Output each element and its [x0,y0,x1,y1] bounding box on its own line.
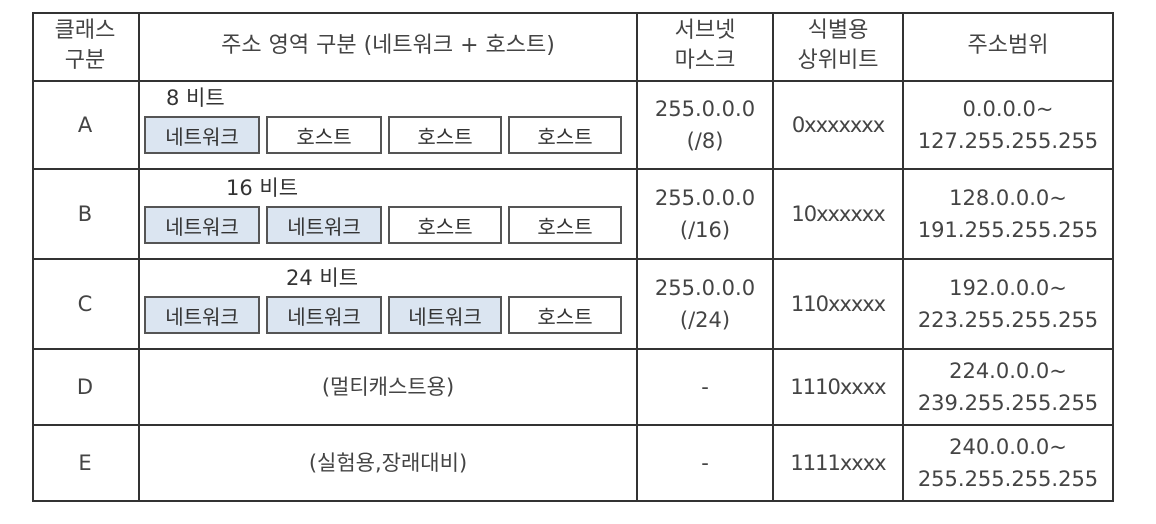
column-divider [138,12,140,502]
subnet-mask-e: - [701,451,709,475]
ip-class-table: 클래스 구분 주소 영역 구분 (네트워크 + 호스트) 서브넷 마스크 식별용… [32,12,1114,502]
address-range-e-start: 240.0.0.0~ [949,435,1067,459]
subnet-mask-b: 255.0.0.0 (/16) [638,170,772,258]
header-idbits-line1: 식별용 [807,18,869,43]
subnet-mask-c-prefix: (/24) [679,308,731,332]
address-area-b: 16 비트 네트워크 네트워크 호스트 호스트 [140,172,634,260]
header-idbits-line2: 상위비트 [797,48,879,73]
host-box: 호스트 [508,206,622,244]
address-range-e: 240.0.0.0~ 255.255.255.255 [904,426,1112,500]
host-box: 호스트 [388,116,502,154]
network-box: 네트워크 [144,296,260,334]
address-area-note-d: (멀티캐스트용) [321,375,455,399]
address-range-d-start: 224.0.0.0~ [949,359,1067,383]
address-range-d-end: 239.255.255.255 [917,391,1099,415]
address-range-e-end: 255.255.255.255 [917,467,1099,491]
column-divider [636,12,638,502]
table-border-left [32,12,34,502]
host-box: 호스트 [388,206,502,244]
host-box: 호스트 [266,116,382,154]
subnet-mask-d: - [701,375,709,399]
network-box: 네트워크 [144,206,260,244]
id-bits-b: 10xxxxxx [791,202,885,226]
subnet-mask-c-value: 255.0.0.0 [654,276,756,300]
address-range-a: 0.0.0.0~ 127.255.255.255 [904,82,1112,168]
subnet-mask-a-value: 255.0.0.0 [654,97,756,121]
address-range-d: 224.0.0.0~ 239.255.255.255 [904,350,1112,424]
id-bits-d: 1110xxxx [790,375,886,399]
address-range-c-end: 223.255.255.255 [917,308,1099,332]
subnet-mask-a: 255.0.0.0 (/8) [638,82,772,168]
network-box: 네트워크 [388,296,502,334]
header-class-line1: 클래스 [54,18,116,43]
class-label-e: E [78,451,92,475]
id-bits-e: 1111xxxx [790,451,886,475]
column-divider [902,12,904,502]
id-bits-c: 110xxxxx [790,292,886,316]
address-range-a-end: 127.255.255.255 [917,129,1099,153]
subnet-mask-a-prefix: (/8) [686,129,724,153]
header-subnet-line2: 마스크 [674,48,736,73]
row-divider [32,424,1114,426]
row-divider [32,258,1114,260]
class-label-d: D [76,375,94,399]
subnet-mask-b-value: 255.0.0.0 [654,186,756,210]
id-bits-a: 0xxxxxxx [791,113,885,137]
host-box: 호스트 [508,296,622,334]
network-box: 네트워크 [144,116,260,154]
bit-count-a: 8 비트 [166,86,225,110]
address-range-c-start: 192.0.0.0~ [949,276,1067,300]
address-range-c: 192.0.0.0~ 223.255.255.255 [904,260,1112,348]
header-id-bits: 식별용 상위비트 [774,12,902,80]
header-address-range: 주소범위 [967,33,1049,58]
column-divider [772,12,774,502]
address-area-a: 8 비트 네트워크 호스트 호스트 호스트 [140,82,634,170]
address-range-a-start: 0.0.0.0~ [962,97,1054,121]
header-subnet-line1: 서브넷 [674,18,736,43]
address-area-c: 24 비트 네트워크 네트워크 네트워크 호스트 [140,262,634,350]
bit-count-c: 24 비트 [286,266,359,290]
address-range-b: 128.0.0.0~ 191.255.255.255 [904,170,1112,258]
table-border-bottom [32,500,1114,502]
subnet-mask-c: 255.0.0.0 (/24) [638,260,772,348]
class-label-c: C [77,292,93,316]
table-border-top [32,12,1114,14]
host-box: 호스트 [508,116,622,154]
address-area-note-e: (실험용,장래대비) [308,451,468,475]
row-divider [32,168,1114,170]
network-box: 네트워크 [266,206,382,244]
network-box: 네트워크 [266,296,382,334]
address-range-b-end: 191.255.255.255 [917,218,1099,242]
bit-count-b: 16 비트 [226,176,299,200]
address-range-b-start: 128.0.0.0~ [949,186,1067,210]
class-label-a: A [77,113,93,137]
header-subnet-mask: 서브넷 마스크 [638,12,772,80]
table-border-right [1112,12,1114,502]
header-class: 클래스 구분 [32,12,138,80]
header-class-line2: 구분 [64,48,106,73]
header-divider [32,80,1114,82]
subnet-mask-b-prefix: (/16) [679,218,731,242]
row-divider [32,348,1114,350]
header-address-area: 주소 영역 구분 (네트워크 + 호스트) [221,33,555,58]
class-label-b: B [77,202,93,226]
